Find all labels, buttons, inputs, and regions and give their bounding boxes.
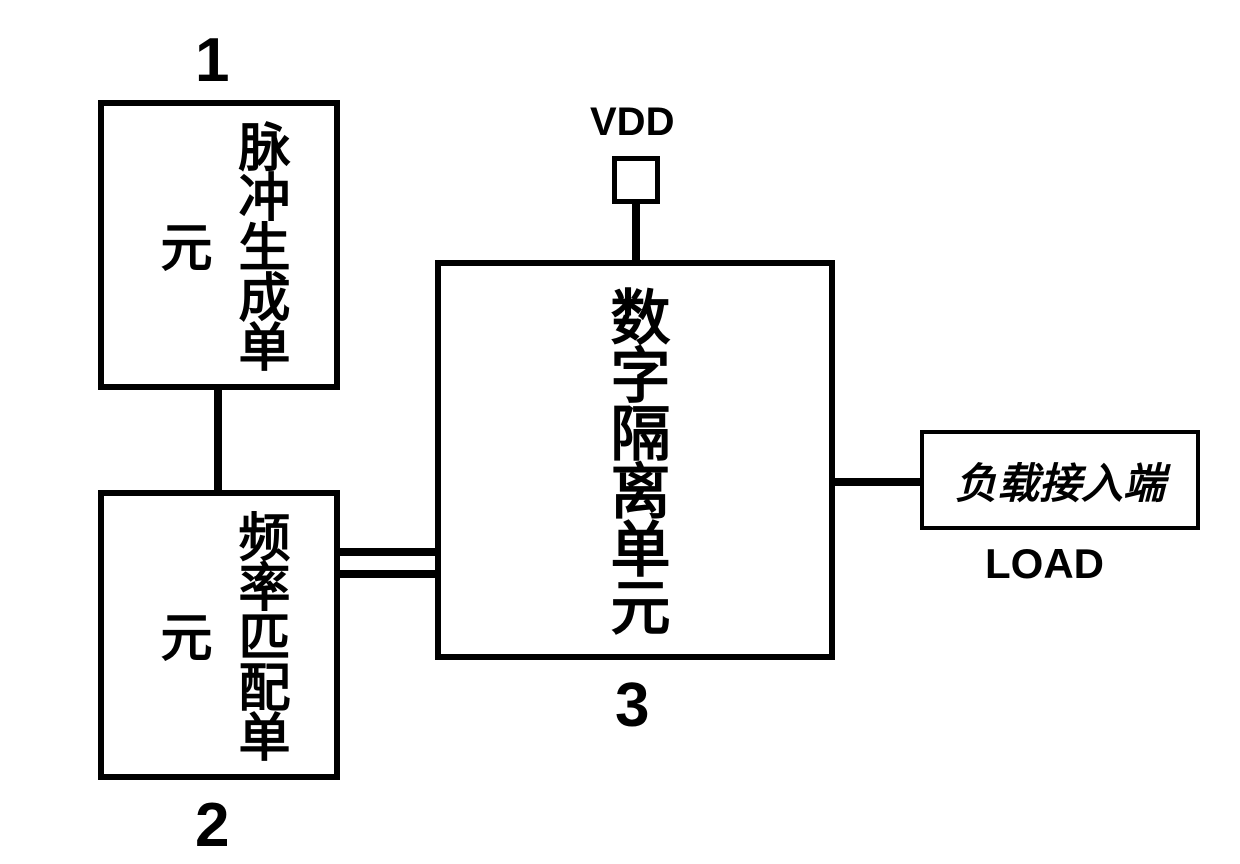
block-3-number: 3 [615, 670, 649, 741]
block-1-number: 1 [195, 25, 229, 96]
vdd-terminal [612, 156, 660, 204]
block-load-access-terminal: 负载接入端 [920, 430, 1200, 530]
connector-1-to-2 [214, 390, 222, 490]
block-frequency-matching-unit: 频率匹配单元 [98, 490, 340, 780]
connector-3-to-load [835, 478, 920, 486]
vdd-label: VDD [590, 100, 674, 145]
connector-2-to-3-top [340, 548, 435, 556]
block-2-number: 2 [195, 790, 229, 861]
connector-2-to-3-bottom [340, 570, 435, 578]
block-pulse-generation-unit: 脉冲生成单元 [98, 100, 340, 390]
block-2-text: 频率匹配单元 [141, 496, 297, 774]
connector-vdd-to-3 [632, 204, 640, 260]
block-digital-isolation-unit: 数字隔离单元 [435, 260, 835, 660]
block-1-text: 脉冲生成单元 [141, 106, 297, 384]
block-3-text: 数字隔离单元 [590, 286, 680, 634]
load-block-text: 负载接入端 [955, 450, 1165, 511]
load-label: LOAD [985, 540, 1104, 588]
